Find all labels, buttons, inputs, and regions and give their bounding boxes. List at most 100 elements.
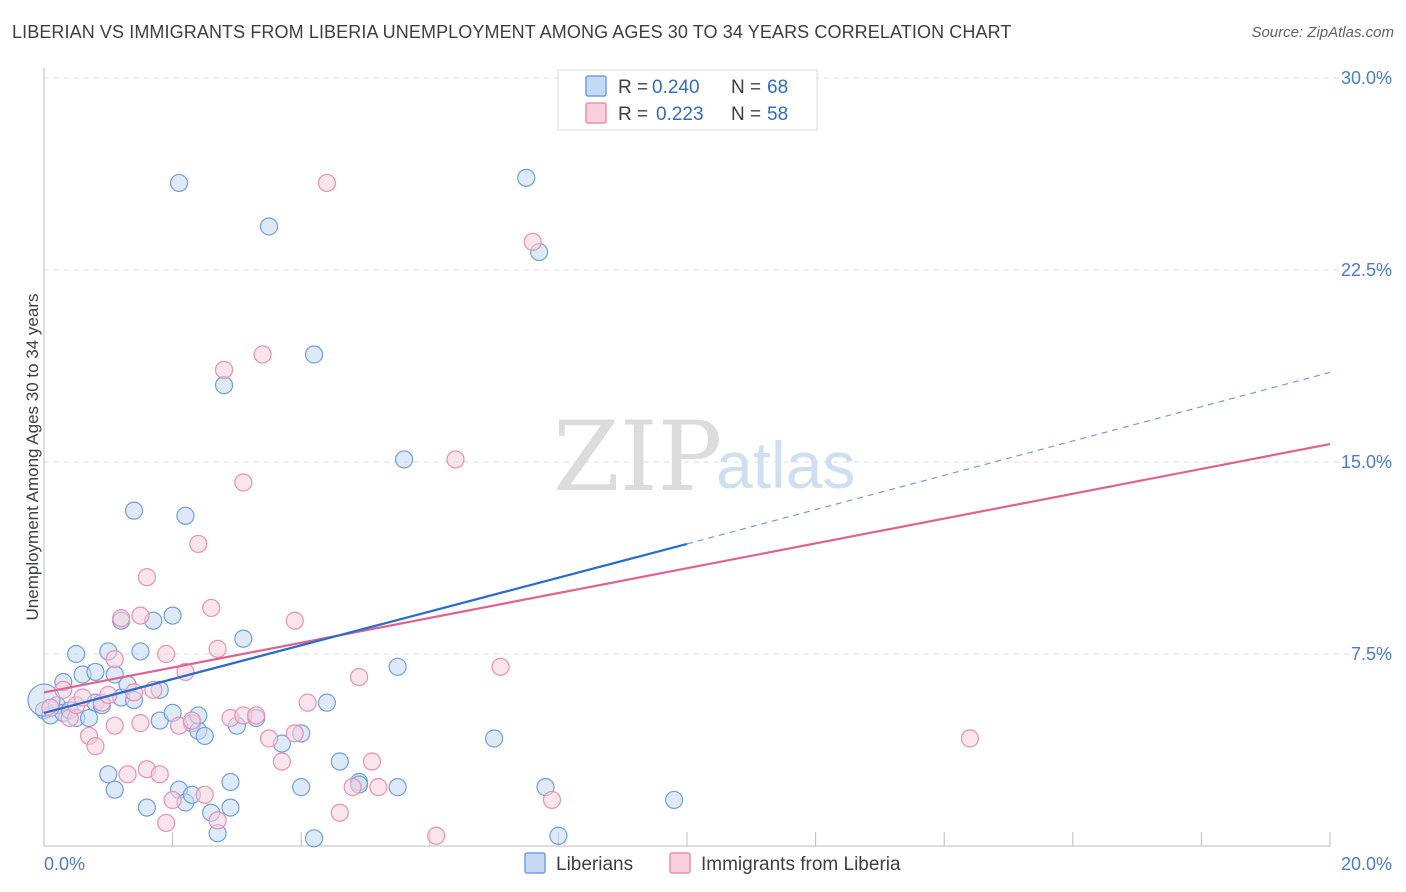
liberians-point xyxy=(79,708,99,728)
immigrants-point xyxy=(253,345,272,364)
legend-n-value-2: 58 xyxy=(767,104,788,125)
immigrants-point xyxy=(105,716,124,735)
bottom-legend-label-immigrants: Immigrants from Liberia xyxy=(701,854,901,875)
immigrants-point xyxy=(118,765,137,784)
immigrants-point xyxy=(131,606,150,625)
y-tick-label: 7.5% xyxy=(1351,644,1392,664)
immigrants-point xyxy=(317,173,337,193)
liberians-point xyxy=(259,217,279,236)
immigrants-point xyxy=(446,450,465,469)
immigrants-point xyxy=(369,778,388,797)
immigrants-point xyxy=(272,752,292,771)
immigrants-point xyxy=(157,644,176,664)
immigrants-point xyxy=(285,724,304,743)
legend-n-label-2: N = xyxy=(731,104,761,125)
y-tick-label: 15.0% xyxy=(1341,452,1392,472)
immigrants-point xyxy=(124,683,144,702)
y-tick-label: 30.0% xyxy=(1341,68,1392,88)
liberians-point xyxy=(86,662,105,682)
legend-r-label-2: R = xyxy=(618,104,648,125)
liberians-point xyxy=(304,829,324,848)
immigrants-point xyxy=(349,667,369,687)
liberians-point xyxy=(665,790,684,810)
gridlines xyxy=(44,77,1392,655)
y-axis-tick-labels: 7.5% 15.0% 22.5% 30.0% xyxy=(1341,68,1392,664)
liberians-point xyxy=(105,780,124,799)
source-label: Source: ZipAtlas.com xyxy=(1251,24,1394,41)
liberians-point xyxy=(234,629,253,648)
liberians-point xyxy=(169,173,189,193)
chart-title: LIBERIAN VS IMMIGRANTS FROM LIBERIA UNEM… xyxy=(12,22,1012,42)
x-tick-label-min: 0.0% xyxy=(44,854,85,874)
immigrants-point xyxy=(182,711,201,730)
liberians-point xyxy=(304,345,324,364)
liberians-point xyxy=(292,778,311,797)
series-legend: Liberians Immigrants from Liberia xyxy=(524,852,901,875)
liberians-point xyxy=(517,168,536,187)
immigrants-point xyxy=(491,657,510,676)
immigrants-point xyxy=(285,611,304,630)
liberians-point xyxy=(131,642,150,661)
immigrants-point xyxy=(214,360,234,379)
immigrants-point xyxy=(202,598,221,618)
legend-r-value-1: 0.240 xyxy=(652,77,700,98)
legend-r-label-1: R = xyxy=(618,77,648,98)
liberians-point xyxy=(221,772,240,792)
immigrants-point xyxy=(208,639,227,658)
immigrants-point xyxy=(427,826,446,845)
legend-n-label-1: N = xyxy=(731,77,761,98)
immigrants-point xyxy=(523,232,542,251)
immigrants-point xyxy=(150,765,169,784)
immigrants-point xyxy=(234,473,253,492)
liberians-point xyxy=(388,778,407,797)
liberians-point xyxy=(195,726,214,746)
immigrants-point xyxy=(343,778,362,797)
immigrants-point xyxy=(86,737,105,756)
immigrants-point xyxy=(247,706,266,725)
immigrants-point xyxy=(137,568,156,587)
liberians-point xyxy=(317,693,337,712)
immigrants-point xyxy=(298,693,317,712)
watermark-atlas: atlas xyxy=(716,428,855,502)
immigrants-point xyxy=(195,785,214,804)
liberians-point xyxy=(67,644,86,664)
legend-swatch-liberians xyxy=(585,75,607,97)
y-tick-label: 22.5% xyxy=(1341,260,1392,280)
immigrants-trend-line xyxy=(43,442,1331,694)
stats-legend: R = 0.240 N = 68 R = 0.223 N = 58 xyxy=(557,69,818,131)
immigrants-point xyxy=(330,803,349,822)
liberians-point xyxy=(394,450,414,469)
immigrants-point xyxy=(362,752,382,771)
liberians-trend-extension xyxy=(686,371,1331,545)
immigrants-point xyxy=(208,811,227,830)
bottom-legend-label-liberians: Liberians xyxy=(556,854,633,875)
immigrants-point xyxy=(259,729,279,748)
liberians-point xyxy=(221,798,240,817)
liberians-point xyxy=(485,729,504,748)
liberians-point xyxy=(176,506,195,525)
immigrants-point xyxy=(960,729,980,748)
liberians-point xyxy=(163,606,182,625)
legend-r-value-2: 0.223 xyxy=(656,104,704,125)
series-immigrants-points xyxy=(41,74,980,845)
liberians-point xyxy=(214,376,234,395)
legend-swatch-immigrants xyxy=(585,102,607,124)
watermark-zip: ZIP xyxy=(553,401,722,513)
immigrants-point xyxy=(542,790,562,810)
immigrants-point xyxy=(131,714,150,733)
liberians-point xyxy=(388,657,407,676)
liberians-point xyxy=(99,765,118,784)
bottom-legend-swatch-immigrants xyxy=(669,852,691,874)
liberians-point xyxy=(330,752,349,771)
legend-n-value-1: 68 xyxy=(767,77,788,98)
immigrants-point xyxy=(189,534,208,554)
liberians-point xyxy=(137,798,156,817)
x-axis-ticks xyxy=(172,832,1331,846)
trend-lines xyxy=(43,371,1331,714)
liberians-point xyxy=(124,501,144,520)
immigrants-point xyxy=(157,813,176,833)
immigrants-point xyxy=(163,790,182,810)
immigrants-point xyxy=(112,609,131,628)
liberians-point xyxy=(549,826,568,845)
